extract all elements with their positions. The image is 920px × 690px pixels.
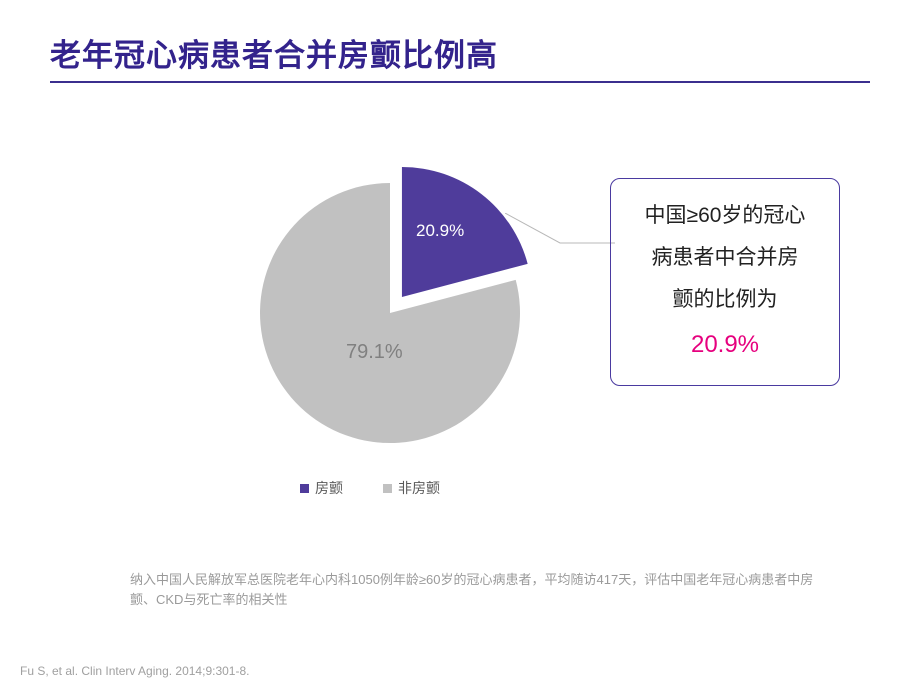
chart-legend: 房颤 非房颤 bbox=[300, 478, 440, 498]
slide-title: 老年冠心病患者合并房颤比例高 bbox=[50, 30, 870, 75]
footnote-text: 纳入中国人民解放军总医院老年心内科1050例年龄≥60岁的冠心病患者，平均随访4… bbox=[130, 570, 830, 610]
pie-label-main: 79.1% bbox=[346, 341, 403, 364]
content-area: 20.9% 79.1% 中国≥60岁的冠心 病患者中合并房 颤的比例为 20.9… bbox=[0, 123, 920, 563]
legend-label-1: 非房颤 bbox=[398, 478, 440, 498]
legend-item-1: 非房颤 bbox=[383, 478, 440, 498]
callout-emphasis: 20.9% bbox=[691, 331, 759, 358]
legend-swatch-1 bbox=[383, 484, 392, 493]
callout-line-2: 病患者中合并房 bbox=[652, 246, 799, 269]
legend-label-0: 房颤 bbox=[315, 478, 343, 498]
title-underline bbox=[50, 81, 870, 83]
pie-chart: 20.9% 79.1% bbox=[240, 163, 520, 443]
title-block: 老年冠心病患者合并房颤比例高 bbox=[0, 0, 920, 93]
callout-line-1: 中国≥60岁的冠心 bbox=[645, 204, 806, 227]
callout-line-3: 颤的比例为 bbox=[673, 288, 778, 311]
callout-box: 中国≥60岁的冠心 病患者中合并房 颤的比例为 20.9% bbox=[610, 178, 840, 386]
pie-svg bbox=[240, 163, 540, 463]
pie-label-exploded: 20.9% bbox=[416, 221, 464, 241]
legend-item-0: 房颤 bbox=[300, 478, 343, 498]
legend-swatch-0 bbox=[300, 484, 309, 493]
citation-text: Fu S, et al. Clin Interv Aging. 2014;9:3… bbox=[20, 664, 249, 678]
